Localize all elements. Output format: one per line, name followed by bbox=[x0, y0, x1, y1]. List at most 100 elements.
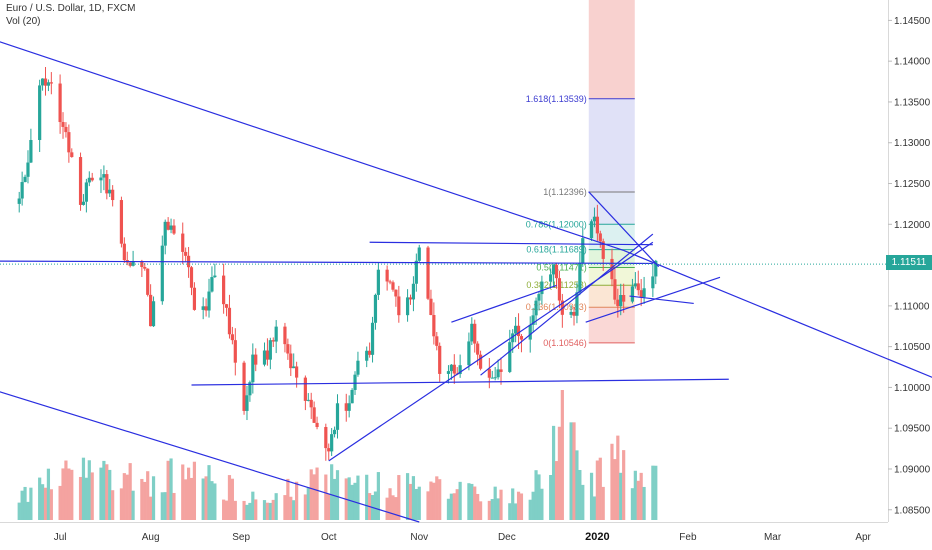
volume-bar bbox=[353, 482, 357, 520]
last-price-badge: 1.11511 bbox=[886, 255, 932, 270]
candle-body bbox=[248, 382, 252, 396]
volume-bar bbox=[102, 460, 106, 520]
volume-bar bbox=[49, 489, 53, 520]
volume-bar bbox=[467, 483, 471, 520]
candle-body bbox=[572, 311, 576, 316]
x-tick-label: Aug bbox=[142, 532, 160, 543]
candle-body bbox=[601, 241, 605, 259]
x-tick-label: Mar bbox=[764, 532, 782, 543]
volume-bar bbox=[452, 493, 456, 520]
volume-bar bbox=[446, 498, 451, 520]
candle-body bbox=[610, 258, 614, 280]
candle-body bbox=[46, 82, 51, 86]
volume-bar bbox=[356, 475, 360, 520]
volume-bar bbox=[265, 502, 270, 520]
volume-bar bbox=[551, 425, 556, 520]
candle-body bbox=[184, 251, 188, 256]
candle-body bbox=[108, 189, 112, 194]
volume-bar bbox=[493, 486, 497, 520]
volume-bar bbox=[224, 500, 229, 520]
candle-body bbox=[204, 306, 208, 311]
volume-bar bbox=[230, 478, 234, 520]
candle-body bbox=[233, 340, 237, 363]
volume-bar bbox=[125, 474, 129, 520]
volume-bar bbox=[58, 485, 62, 520]
candle-body bbox=[581, 238, 585, 264]
candle-body bbox=[598, 233, 602, 242]
volume-bar bbox=[227, 475, 232, 520]
trendline bbox=[623, 249, 932, 378]
candle-body bbox=[417, 247, 421, 261]
volume-bar bbox=[204, 476, 208, 520]
volume-bar bbox=[554, 461, 559, 520]
volume-bar bbox=[119, 488, 124, 520]
trendline bbox=[0, 391, 420, 523]
candle-body bbox=[23, 176, 27, 183]
y-tick-label: 1.10500 bbox=[894, 342, 931, 353]
volume-bar bbox=[426, 491, 430, 520]
candle-body bbox=[61, 122, 65, 127]
candle-body bbox=[452, 364, 456, 374]
volume-bar bbox=[140, 478, 144, 520]
candle-body bbox=[654, 260, 658, 277]
candle-body bbox=[519, 336, 524, 340]
volume-bar bbox=[470, 483, 474, 520]
candle-body bbox=[312, 407, 316, 423]
volume-bar bbox=[499, 489, 503, 520]
candle-body bbox=[514, 325, 518, 334]
volume-bar bbox=[487, 500, 491, 520]
candle-body bbox=[651, 276, 655, 289]
volume-bar bbox=[271, 499, 275, 520]
volume-bar bbox=[283, 495, 287, 520]
volume-bar bbox=[306, 487, 310, 520]
candle-body bbox=[385, 269, 389, 282]
volume-bar bbox=[248, 502, 252, 520]
volume-bar bbox=[309, 469, 313, 520]
volume-bar bbox=[528, 499, 532, 520]
y-tick-label: 1.13000 bbox=[894, 138, 931, 149]
candle-body bbox=[181, 233, 185, 252]
volume-bar bbox=[490, 499, 494, 520]
volume-bar bbox=[295, 481, 299, 520]
candle-body bbox=[245, 395, 249, 411]
candle-body bbox=[119, 200, 124, 244]
volume-bar bbox=[268, 502, 272, 520]
candle-body bbox=[268, 340, 272, 360]
volume-bar bbox=[146, 471, 150, 520]
fib-level-label: 1.618(1.13539) bbox=[526, 94, 587, 104]
volume-bar bbox=[38, 477, 42, 520]
volume-bar bbox=[432, 482, 436, 520]
candle-body bbox=[432, 315, 436, 337]
candle-body bbox=[630, 286, 635, 302]
volume-bar bbox=[394, 497, 398, 520]
volume-bar bbox=[508, 503, 512, 520]
candle-body bbox=[554, 264, 559, 279]
candle-body bbox=[309, 399, 313, 408]
candle-body bbox=[613, 279, 617, 300]
volume-bar bbox=[184, 479, 188, 520]
volume-bar bbox=[429, 481, 433, 520]
candle-body bbox=[473, 323, 477, 344]
volume-bar bbox=[181, 464, 185, 520]
volume-bar bbox=[143, 481, 147, 520]
candle-body bbox=[516, 325, 521, 337]
volume-bar bbox=[391, 495, 395, 520]
volume-bar bbox=[622, 450, 626, 520]
volume-bar bbox=[332, 478, 337, 520]
volume-bar bbox=[78, 476, 83, 520]
volume-bar bbox=[458, 481, 462, 520]
candle-body bbox=[49, 82, 53, 84]
candle-body bbox=[370, 322, 375, 355]
candle-body bbox=[511, 333, 515, 343]
volume-bar bbox=[435, 476, 439, 520]
fib-level-label: 1(1.12396) bbox=[543, 187, 587, 197]
candle-body bbox=[528, 324, 532, 340]
volume-bar bbox=[289, 496, 293, 520]
candle-body bbox=[368, 350, 372, 355]
volume-bar bbox=[128, 463, 132, 520]
candle-body bbox=[426, 247, 430, 299]
fib-extension-zone bbox=[588, 0, 635, 99]
trendline bbox=[0, 260, 653, 265]
